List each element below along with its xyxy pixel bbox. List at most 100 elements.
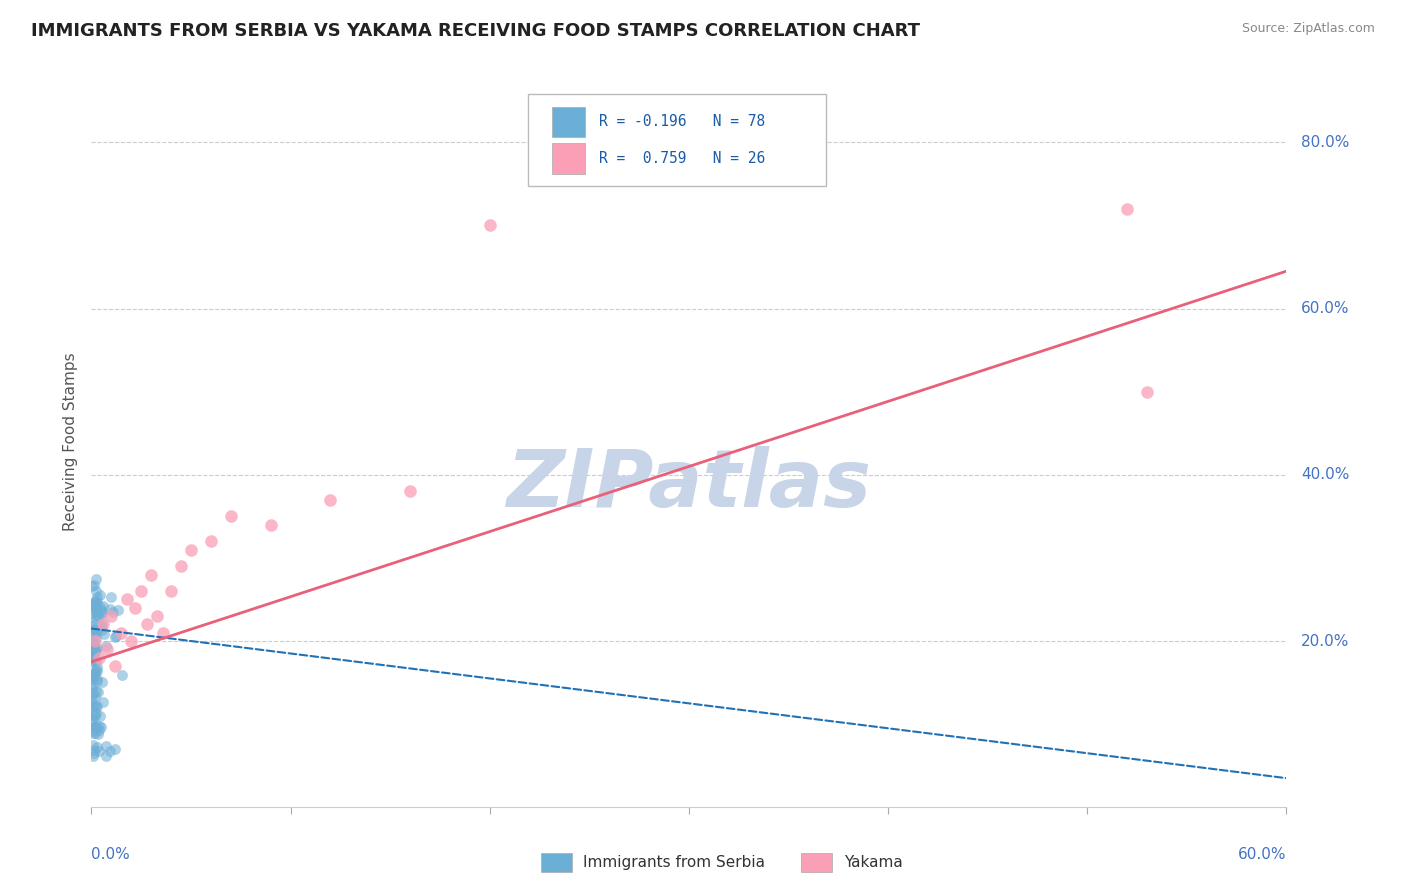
Point — [90, 607, 112, 622]
Text: 60.0%: 60.0% — [1301, 301, 1350, 316]
Point — [84, 594, 107, 608]
Point — [86, 643, 108, 657]
Point — [80, 681, 103, 696]
Point — [93, 617, 115, 632]
Point — [82, 643, 104, 657]
Point — [83, 669, 105, 683]
Point — [84, 630, 107, 644]
Point — [83, 622, 105, 636]
Point — [80, 691, 103, 706]
Point — [86, 655, 108, 669]
FancyBboxPatch shape — [551, 143, 585, 174]
Point — [200, 534, 222, 549]
Point — [82, 653, 104, 667]
Point — [86, 596, 108, 610]
Point — [83, 746, 105, 760]
Point — [84, 584, 107, 599]
Point — [82, 672, 104, 686]
Point — [82, 712, 104, 726]
Point — [89, 600, 111, 615]
Point — [104, 659, 127, 673]
Point — [86, 605, 108, 619]
Point — [86, 608, 108, 623]
Point — [90, 619, 112, 633]
Point — [89, 650, 111, 665]
Point — [84, 700, 107, 714]
Text: Yakama: Yakama — [844, 855, 903, 870]
Point — [84, 572, 107, 586]
Point — [146, 609, 169, 624]
Point — [111, 668, 134, 682]
Point — [180, 542, 202, 557]
Point — [319, 492, 342, 507]
Point — [83, 643, 105, 657]
Point — [80, 579, 103, 593]
Point — [80, 615, 103, 629]
Point — [1136, 384, 1159, 399]
Point — [91, 617, 114, 632]
Point — [124, 600, 146, 615]
Point — [259, 517, 281, 532]
Y-axis label: Receiving Food Stamps: Receiving Food Stamps — [62, 352, 77, 531]
Point — [83, 666, 105, 681]
Text: 80.0%: 80.0% — [1301, 135, 1350, 150]
Point — [1116, 202, 1139, 216]
Point — [110, 625, 132, 640]
Point — [170, 559, 193, 574]
Point — [105, 629, 128, 643]
Point — [94, 739, 117, 753]
Point — [83, 720, 105, 734]
Point — [101, 605, 124, 619]
Point — [84, 665, 107, 680]
Point — [83, 698, 105, 713]
Point — [84, 634, 107, 648]
Point — [86, 684, 108, 698]
Point — [86, 740, 108, 755]
Point — [80, 694, 103, 708]
Point — [82, 699, 104, 714]
Point — [83, 709, 105, 723]
Point — [83, 743, 105, 757]
Point — [84, 624, 107, 638]
Point — [83, 690, 105, 704]
Point — [89, 719, 111, 733]
Point — [100, 591, 122, 605]
Point — [84, 719, 107, 733]
Point — [84, 706, 107, 720]
Point — [83, 628, 105, 642]
Point — [219, 509, 242, 524]
Point — [90, 602, 112, 616]
Point — [86, 673, 108, 688]
Point — [86, 611, 108, 625]
Point — [86, 698, 108, 713]
Point — [83, 726, 105, 740]
Text: R = -0.196   N = 78: R = -0.196 N = 78 — [599, 114, 765, 129]
Point — [80, 649, 103, 664]
Point — [84, 664, 107, 678]
Point — [478, 219, 501, 233]
FancyBboxPatch shape — [551, 106, 585, 137]
Point — [96, 748, 118, 763]
Point — [82, 726, 104, 740]
Point — [82, 606, 104, 620]
Point — [87, 723, 110, 738]
Point — [107, 602, 129, 616]
FancyBboxPatch shape — [527, 95, 827, 186]
Point — [120, 634, 142, 648]
Point — [80, 619, 103, 633]
Point — [80, 633, 103, 648]
Point — [82, 679, 104, 693]
Point — [152, 625, 174, 640]
Point — [93, 696, 115, 710]
Point — [84, 720, 107, 734]
Point — [91, 623, 114, 637]
Point — [86, 590, 108, 604]
Point — [87, 744, 110, 758]
Point — [91, 599, 114, 613]
Point — [90, 674, 112, 689]
Point — [87, 727, 110, 741]
Point — [83, 599, 105, 614]
Point — [96, 642, 118, 657]
Point — [80, 641, 103, 656]
Point — [129, 584, 152, 599]
